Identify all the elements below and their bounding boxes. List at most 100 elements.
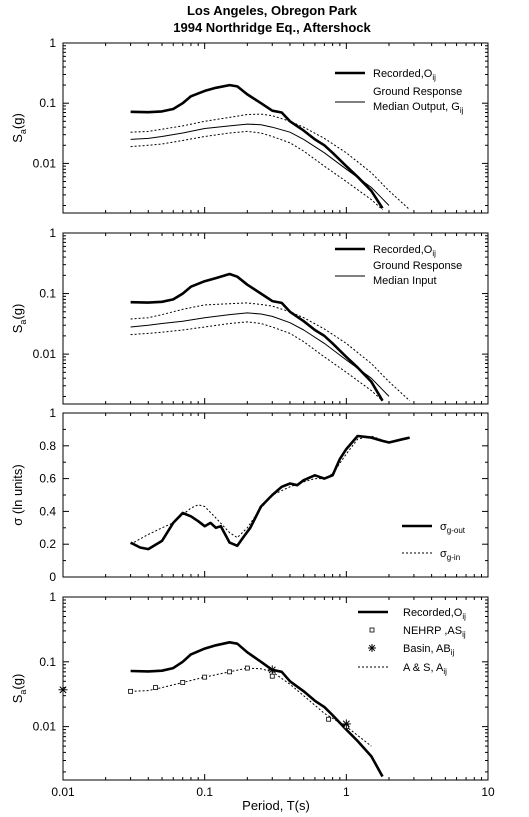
legend-label-line2: Median Input — [373, 275, 437, 287]
y-axis-label-sub: a — [18, 320, 28, 325]
legend-label-sub: g-out — [447, 526, 466, 535]
legend-entry: σg-out — [402, 521, 466, 535]
series-thin-line — [130, 312, 390, 397]
series-square-marker — [227, 669, 233, 675]
y-tick-label: 1 — [49, 590, 56, 604]
legend-label-main: Recorded,O — [373, 244, 433, 256]
y-axis-label-main: S — [10, 324, 25, 333]
legend-label: Recorded,Oij — [403, 607, 466, 621]
legend-entry: Recorded,Oij — [358, 607, 466, 621]
y-axis-label: σ (ln units) — [10, 464, 25, 525]
y-tick-label: 0.4 — [39, 504, 56, 518]
y-tick-label: 0.01 — [33, 156, 57, 170]
y-axis-label-main: σ (ln units) — [10, 464, 25, 525]
legend-entry: Recorded,Oij — [335, 68, 436, 82]
y-tick-label: 0.01 — [33, 347, 57, 361]
series-square-marker — [326, 716, 332, 722]
legend-label-line2: Median Output, Gij — [373, 101, 464, 115]
series-thick-line — [130, 640, 384, 778]
y-tick-label: 0.1 — [39, 96, 56, 110]
series-star-marker — [58, 685, 68, 695]
panel-frame — [62, 412, 489, 578]
y-axis-label-suffix: (g) — [10, 674, 25, 690]
y-axis-label-main: S — [10, 134, 25, 143]
y-tick-label: 1 — [49, 406, 56, 420]
star-stroke — [342, 720, 350, 728]
y-tick-label: 0.01 — [33, 720, 57, 734]
y-tick-label: 0.1 — [39, 655, 56, 669]
legend-label-sub: ij — [460, 106, 464, 115]
title-line-1: Los Angeles, Obregon Park — [187, 3, 358, 18]
y-tick-label: 0.1 — [39, 287, 56, 301]
legend-label-sub: ij — [451, 648, 455, 657]
star-stroke — [268, 666, 276, 674]
y-tick-label: 0.8 — [39, 439, 56, 453]
legend-label-line1: Ground Response — [373, 86, 462, 98]
legend-label: A & S, Aij — [403, 662, 447, 676]
panel-frame — [62, 42, 489, 214]
legend-label-sub: ij — [462, 630, 466, 639]
star-stroke — [59, 686, 67, 694]
series-star-marker — [267, 665, 277, 675]
legend-label-main: NEHRP ,AS — [403, 625, 462, 637]
series-square-marker — [269, 673, 275, 679]
series-square-marker — [244, 665, 250, 671]
legend-square-swatch — [369, 627, 375, 633]
x-tick-label: 10 — [481, 785, 495, 799]
legend-label: Basin, ABij — [403, 643, 454, 657]
legend-label-main: Median Output, G — [373, 101, 460, 113]
legend-label-line1: Ground Response — [373, 260, 462, 272]
legend-label-sub: ij — [432, 249, 436, 258]
x-tick-label: 1 — [343, 785, 350, 799]
legend-entry: Recorded,Oij — [335, 244, 436, 258]
legend-label-main: Recorded,O — [373, 68, 433, 80]
legend-label-main: Median Input — [373, 275, 437, 287]
panel-2: 1 0.1 0.01 Sa(g) Recorded,Oij Ground Response… — [10, 226, 489, 405]
x-tick-labels: 0.01 0.1 1 10 — [51, 785, 495, 799]
series-dotted-line — [130, 130, 383, 211]
legend-entry: σg-in — [402, 548, 460, 562]
y-axis-label-suffix: (g) — [10, 113, 25, 129]
legend-entry: NEHRP ,ASij — [369, 625, 466, 639]
series-thick-line — [130, 83, 384, 209]
y-axis-label: Sa(g) — [10, 674, 28, 704]
series-thick-line — [130, 272, 384, 402]
y-axis-label-sub: a — [18, 129, 28, 134]
series-dotted-line — [130, 321, 383, 402]
legend-label-sub: ij — [443, 667, 447, 676]
legend-label: Recorded,Oij — [373, 68, 436, 82]
series-dotted-line — [130, 113, 411, 211]
series-star-marker — [341, 719, 351, 729]
legend-label: NEHRP ,ASij — [403, 625, 466, 639]
legend-label-main: σ — [440, 548, 447, 560]
legend-star-swatch — [368, 644, 376, 652]
y-tick-label: 1 — [49, 36, 56, 50]
legend-label-sub: ij — [462, 612, 466, 621]
x-tick-label: 0.1 — [196, 785, 213, 799]
series-thin-line — [130, 123, 390, 206]
y-axis-label-main: S — [10, 694, 25, 703]
y-tick-label: 0 — [49, 570, 56, 584]
y-tick-label: 0.2 — [39, 537, 56, 551]
legend-label: σg-out — [440, 521, 466, 535]
legend-label-sub: g-in — [447, 553, 460, 562]
series-square-marker — [153, 685, 158, 690]
legend-label-main: σ — [440, 521, 447, 533]
legend-entry: Basin, ABij — [368, 643, 454, 657]
series-thick-line — [130, 434, 410, 551]
legend-label-main: Basin, AB — [403, 643, 451, 655]
legend-label: Recorded,Oij — [373, 244, 436, 258]
x-axis-label: Period, T(s) — [242, 798, 310, 813]
panel-frame — [62, 232, 489, 405]
legend-entry: Ground Response Median Input — [335, 260, 462, 287]
x-tick-label: 0.01 — [51, 785, 75, 799]
y-tick-label: 1 — [49, 226, 56, 240]
legend-label: σg-in — [440, 548, 460, 562]
y-tick-label: 0.6 — [39, 472, 56, 486]
title-line-2: 1994 Northridge Eq., Aftershock — [173, 20, 371, 35]
series-square-marker — [128, 688, 133, 694]
